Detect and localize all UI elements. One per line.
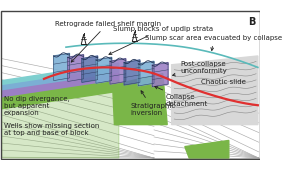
Polygon shape [96,57,112,83]
Polygon shape [124,60,140,85]
Polygon shape [2,63,119,86]
Polygon shape [2,81,119,158]
Polygon shape [2,74,119,98]
Polygon shape [2,68,119,91]
Polygon shape [110,59,126,84]
Text: Stratigraphic
inversion: Stratigraphic inversion [130,91,176,116]
Polygon shape [113,74,167,125]
Text: Retrograde failed shelf margin: Retrograde failed shelf margin [54,21,161,62]
Text: B: B [248,17,255,27]
Polygon shape [2,81,119,109]
Text: Wells show missing section
at top and base of block: Wells show missing section at top and ba… [4,123,99,136]
Polygon shape [185,140,229,158]
Text: Collapse
detachment: Collapse detachment [155,86,208,107]
Polygon shape [54,53,70,81]
Text: Slump scar area evacuated by collapse: Slump scar area evacuated by collapse [145,35,282,50]
Polygon shape [138,61,154,86]
Polygon shape [152,63,168,87]
Text: Chaotic slide: Chaotic slide [201,79,245,85]
Text: Slump blocks of updip strata: Slump blocks of updip strata [109,26,213,54]
Text: Post-collapse
unconformity: Post-collapse unconformity [173,61,227,76]
Polygon shape [68,55,83,81]
Polygon shape [172,56,258,125]
Polygon shape [82,56,98,82]
Text: No dip divergance,
but apparent
expansion: No dip divergance, but apparent expansio… [4,96,69,116]
